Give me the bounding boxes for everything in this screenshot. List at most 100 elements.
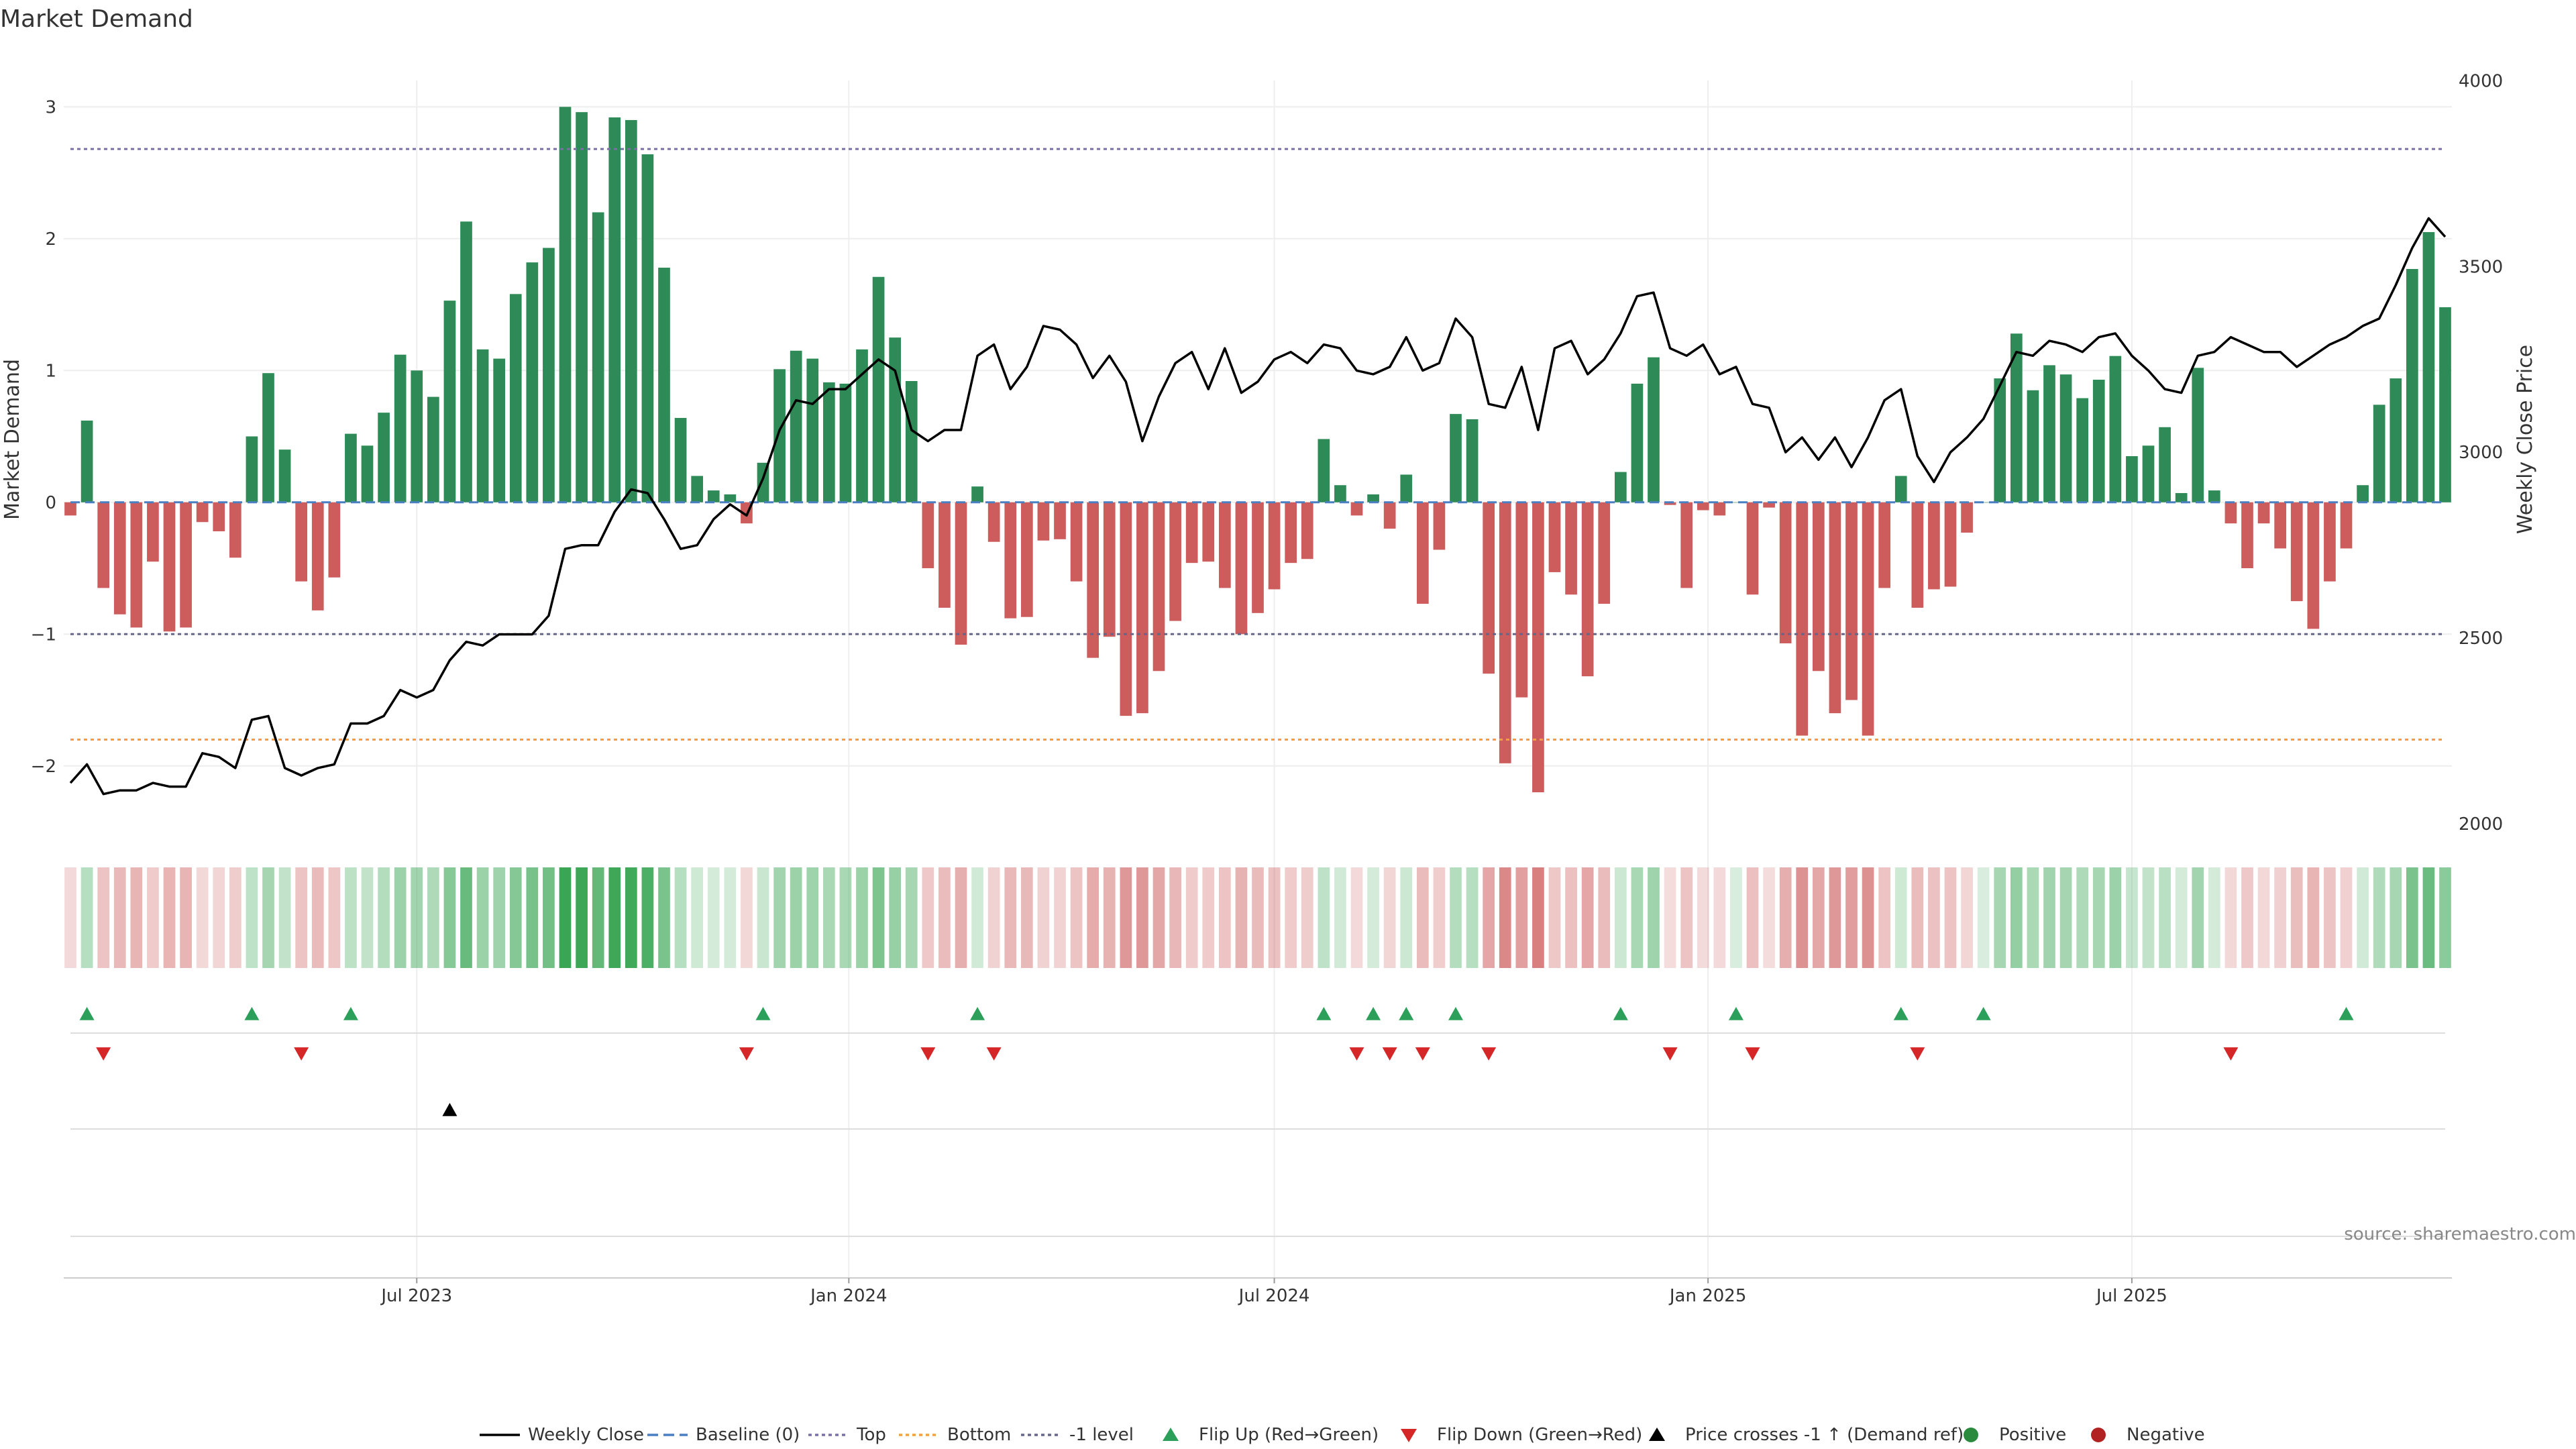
right-tick-label: 2500 <box>2459 629 2503 649</box>
demand-bar <box>1285 502 1297 564</box>
demand-bar <box>1020 502 1033 617</box>
legend-label: Flip Down (Green→Red) <box>1437 1425 1642 1445</box>
demand-bar <box>1829 502 1841 714</box>
demand-bar <box>641 154 654 502</box>
heat-cell <box>1697 867 1709 968</box>
heat-cell <box>741 867 753 968</box>
heat-cell <box>1483 867 1495 968</box>
demand-bar <box>1087 502 1099 658</box>
heat-cell <box>1169 867 1181 968</box>
heat-cell <box>872 867 885 968</box>
legend-swatch <box>1649 1428 1665 1441</box>
heat-cell <box>1252 867 1264 968</box>
heat-cell <box>1796 867 1809 968</box>
flip-markers <box>79 1007 2354 1116</box>
demand-bar <box>889 337 902 502</box>
demand-bar <box>1581 502 1594 677</box>
heat-cell <box>2422 867 2435 968</box>
heat-cell <box>2307 867 2320 968</box>
legend-item: Bottom <box>899 1425 1011 1445</box>
heat-cell <box>2126 867 2138 968</box>
heat-cell <box>1268 867 1281 968</box>
heat-cell <box>2010 867 2023 968</box>
demand-bar <box>1664 502 1676 505</box>
demand-bar <box>1235 502 1248 635</box>
heat-cell <box>1103 867 1116 968</box>
demand-bar <box>163 502 176 632</box>
heat-cell <box>608 867 621 968</box>
heat-cell <box>1548 867 1561 968</box>
heat-cell <box>180 867 192 968</box>
x-tick-label: Jan 2024 <box>809 1286 888 1306</box>
flip-down-marker <box>1662 1047 1678 1061</box>
heat-cell <box>1994 867 2006 968</box>
flip-up-marker <box>1366 1007 1381 1020</box>
legend-label: Price crosses -1 ↑ (Demand ref) <box>1685 1425 1964 1445</box>
flip-up-marker <box>2339 1007 2354 1020</box>
demand-bar <box>1928 502 1940 590</box>
demand-bar <box>938 502 951 608</box>
demand-bar <box>2241 502 2253 569</box>
heat-cell <box>1285 867 1297 968</box>
demand-bar <box>1845 502 1858 700</box>
heat-cell <box>757 867 769 968</box>
heat-cell <box>394 867 407 968</box>
demand-bar <box>311 502 324 610</box>
demand-bar <box>2422 231 2435 502</box>
demand-bar <box>246 436 258 502</box>
demand-bar <box>278 449 291 502</box>
heat-cell <box>2406 867 2418 968</box>
heat-cell <box>1565 867 1577 968</box>
heat-cell <box>691 867 704 968</box>
demand-bar <box>1483 502 1495 674</box>
demand-bar <box>658 268 670 502</box>
flip-up-marker <box>1976 1007 1991 1020</box>
legend-label: Bottom <box>947 1425 1011 1445</box>
heat-cell <box>1730 867 1742 968</box>
demand-bar <box>2373 405 2385 502</box>
demand-bar <box>1334 485 1346 502</box>
left-tick-label: −2 <box>31 757 56 777</box>
demand-bar <box>576 112 588 502</box>
heat-cell <box>493 867 506 968</box>
legend-label: -1 level <box>1069 1425 1134 1445</box>
flip-down-marker <box>1349 1047 1364 1061</box>
demand-bar <box>559 107 572 502</box>
demand-bar <box>2439 307 2451 502</box>
x-tick-label: Jul 2024 <box>1238 1286 1310 1306</box>
flip-down-marker <box>986 1047 1002 1061</box>
demand-bar <box>1878 502 1891 588</box>
heat-cell <box>1383 867 1396 968</box>
heat-cell <box>1812 867 1825 968</box>
heat-cell <box>1713 867 1726 968</box>
demand-bar <box>1565 502 1577 595</box>
demand-bar <box>2010 333 2023 502</box>
demand-bar <box>1944 502 1957 587</box>
heat-cell <box>278 867 291 968</box>
demand-bar <box>1548 502 1561 572</box>
heat-cell <box>1598 867 1611 968</box>
heat-cell <box>147 867 159 968</box>
flip-up-marker <box>79 1007 95 1020</box>
demand-bar <box>625 119 637 502</box>
gridlines <box>64 80 2452 1279</box>
demand-bar <box>1812 502 1825 672</box>
heat-cell <box>1004 867 1017 968</box>
demand-bar <box>2175 493 2188 502</box>
demand-bar <box>460 221 472 502</box>
demand-bar <box>1301 502 1313 559</box>
demand-bar <box>1252 502 1264 613</box>
heat-cell <box>559 867 572 968</box>
heat-cell <box>1680 867 1693 968</box>
heat-cell <box>1779 867 1792 968</box>
legend-label: Flip Up (Red→Green) <box>1199 1425 1379 1445</box>
demand-bar <box>1450 414 1462 502</box>
heat-cell <box>2109 867 2122 968</box>
heat-cell <box>1152 867 1165 968</box>
demand-bar <box>839 383 852 502</box>
heat-cell <box>2092 867 2105 968</box>
heat-cell <box>2076 867 2089 968</box>
demand-bar <box>2340 502 2353 549</box>
demand-bar <box>2192 368 2204 502</box>
demand-bar <box>1532 502 1544 793</box>
